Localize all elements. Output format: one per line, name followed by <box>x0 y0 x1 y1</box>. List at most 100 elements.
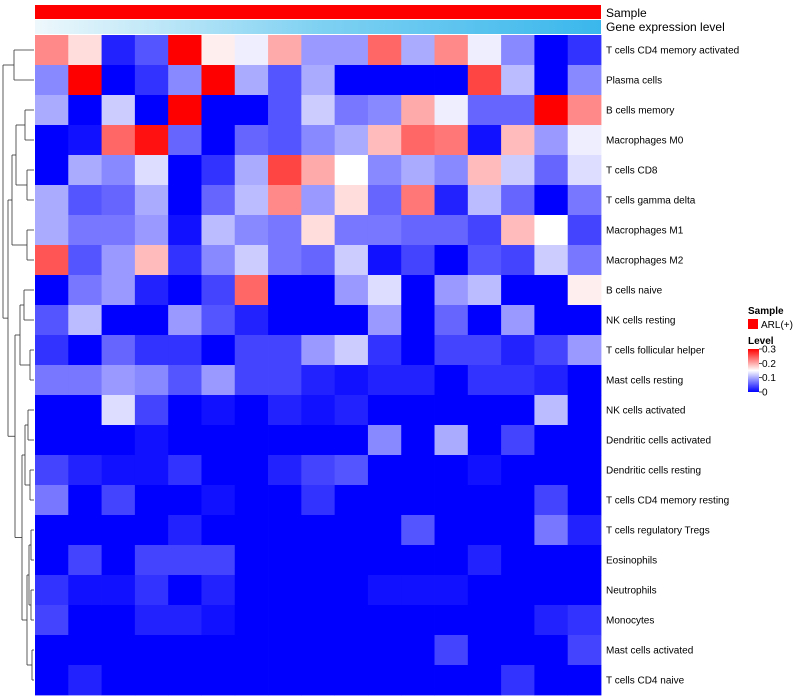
heatmap-cell <box>234 515 269 546</box>
heatmap-cell <box>101 65 136 96</box>
heatmap-cell <box>567 275 602 306</box>
heatmap-cell <box>334 95 369 126</box>
heatmap-cell <box>501 485 535 516</box>
heatmap-cell <box>367 455 402 486</box>
heatmap-cell <box>367 515 402 546</box>
heatmap-cell <box>467 95 502 126</box>
heatmap-cell <box>168 635 202 666</box>
heatmap-cell <box>501 65 535 96</box>
heatmap-cell <box>134 35 169 66</box>
heatmap-cell <box>301 335 336 366</box>
heatmap-cell <box>268 185 302 216</box>
heatmap-cell <box>35 425 69 456</box>
heatmap-cell <box>567 485 602 516</box>
heatmap-cell <box>268 35 302 66</box>
heatmap-cell <box>334 245 369 276</box>
heatmap-cell <box>334 35 369 66</box>
heatmap-cell <box>434 215 469 246</box>
heatmap-cell <box>401 35 435 66</box>
heatmap-cell <box>334 275 369 306</box>
heatmap-cell <box>301 425 336 456</box>
heatmap-cell <box>534 215 569 246</box>
heatmap-cell <box>168 35 202 66</box>
heatmap-cell <box>201 305 236 336</box>
heatmap-cell <box>68 275 102 306</box>
heatmap-cell <box>401 365 435 396</box>
legend-sample-swatch <box>748 319 758 329</box>
heatmap-cell <box>401 125 435 156</box>
heatmap-cell <box>268 335 302 366</box>
heatmap-cell <box>467 215 502 246</box>
heatmap-cell <box>234 215 269 246</box>
heatmap-cell <box>367 485 402 516</box>
heatmap-cell <box>434 665 469 696</box>
heatmap-cell <box>268 395 302 426</box>
heatmap-cell <box>134 155 169 186</box>
heatmap-cell <box>168 65 202 96</box>
heatmap-cell <box>401 605 435 636</box>
legend-sample-title: Sample <box>748 306 784 317</box>
heatmap-cell <box>234 185 269 216</box>
heatmap-cell <box>35 65 69 96</box>
heatmap-cell <box>434 35 469 66</box>
heatmap-cell <box>101 425 136 456</box>
heatmap-cell <box>534 485 569 516</box>
heatmap-cell <box>434 365 469 396</box>
heatmap-cell <box>201 185 236 216</box>
heatmap-cell <box>367 665 402 696</box>
heatmap-cell <box>434 95 469 126</box>
heatmap-cell <box>101 245 136 276</box>
heatmap-cell <box>301 395 336 426</box>
heatmap-cell <box>35 215 69 246</box>
heatmap-cell <box>168 305 202 336</box>
heatmap-cell <box>434 65 469 96</box>
heatmap-cell <box>168 395 202 426</box>
expression-annotation-bar <box>35 20 601 34</box>
heatmap-cell <box>134 635 169 666</box>
heatmap-cell <box>301 365 336 396</box>
heatmap-cell <box>367 425 402 456</box>
heatmap-cell <box>268 485 302 516</box>
heatmap-cell <box>35 365 69 396</box>
heatmap-cell <box>168 215 202 246</box>
heatmap-cell <box>35 455 69 486</box>
heatmap-cell <box>68 305 102 336</box>
heatmap-cell <box>567 35 602 66</box>
row-label: T cells gamma delta <box>606 196 696 207</box>
heatmap-cell <box>434 395 469 426</box>
heatmap-cell <box>501 575 535 606</box>
heatmap-cell <box>201 545 236 576</box>
heatmap-cell <box>367 65 402 96</box>
heatmap-cell <box>35 95 69 126</box>
legend-level-tick-label: 0.2 <box>762 359 776 370</box>
heatmap-cell <box>268 425 302 456</box>
heatmap-cell <box>168 455 202 486</box>
heatmap-cell <box>101 545 136 576</box>
heatmap-cell <box>168 335 202 366</box>
heatmap-cell <box>567 95 602 126</box>
heatmap-cell <box>168 665 202 696</box>
heatmap-cell <box>134 665 169 696</box>
heatmap-cell <box>401 395 435 426</box>
heatmap-cell <box>101 305 136 336</box>
heatmap-cell <box>467 425 502 456</box>
heatmap-cell <box>168 425 202 456</box>
heatmap-cell <box>268 515 302 546</box>
heatmap-cell <box>201 125 236 156</box>
heatmap-cell <box>334 155 369 186</box>
legend-sample-label: ARL(+) <box>761 320 793 331</box>
heatmap-cell <box>467 575 502 606</box>
heatmap-cell <box>168 515 202 546</box>
heatmap-cell <box>401 335 435 366</box>
heatmap-cell <box>534 65 569 96</box>
heatmap-cell <box>467 305 502 336</box>
heatmap-cell <box>268 575 302 606</box>
heatmap-cell <box>334 605 369 636</box>
legend-level-title: Level <box>748 336 774 347</box>
heatmap-cell <box>68 185 102 216</box>
heatmap-cell <box>101 275 136 306</box>
heatmap-cell <box>434 485 469 516</box>
heatmap-cell <box>134 395 169 426</box>
heatmap-cell <box>367 365 402 396</box>
heatmap-cell <box>134 305 169 336</box>
